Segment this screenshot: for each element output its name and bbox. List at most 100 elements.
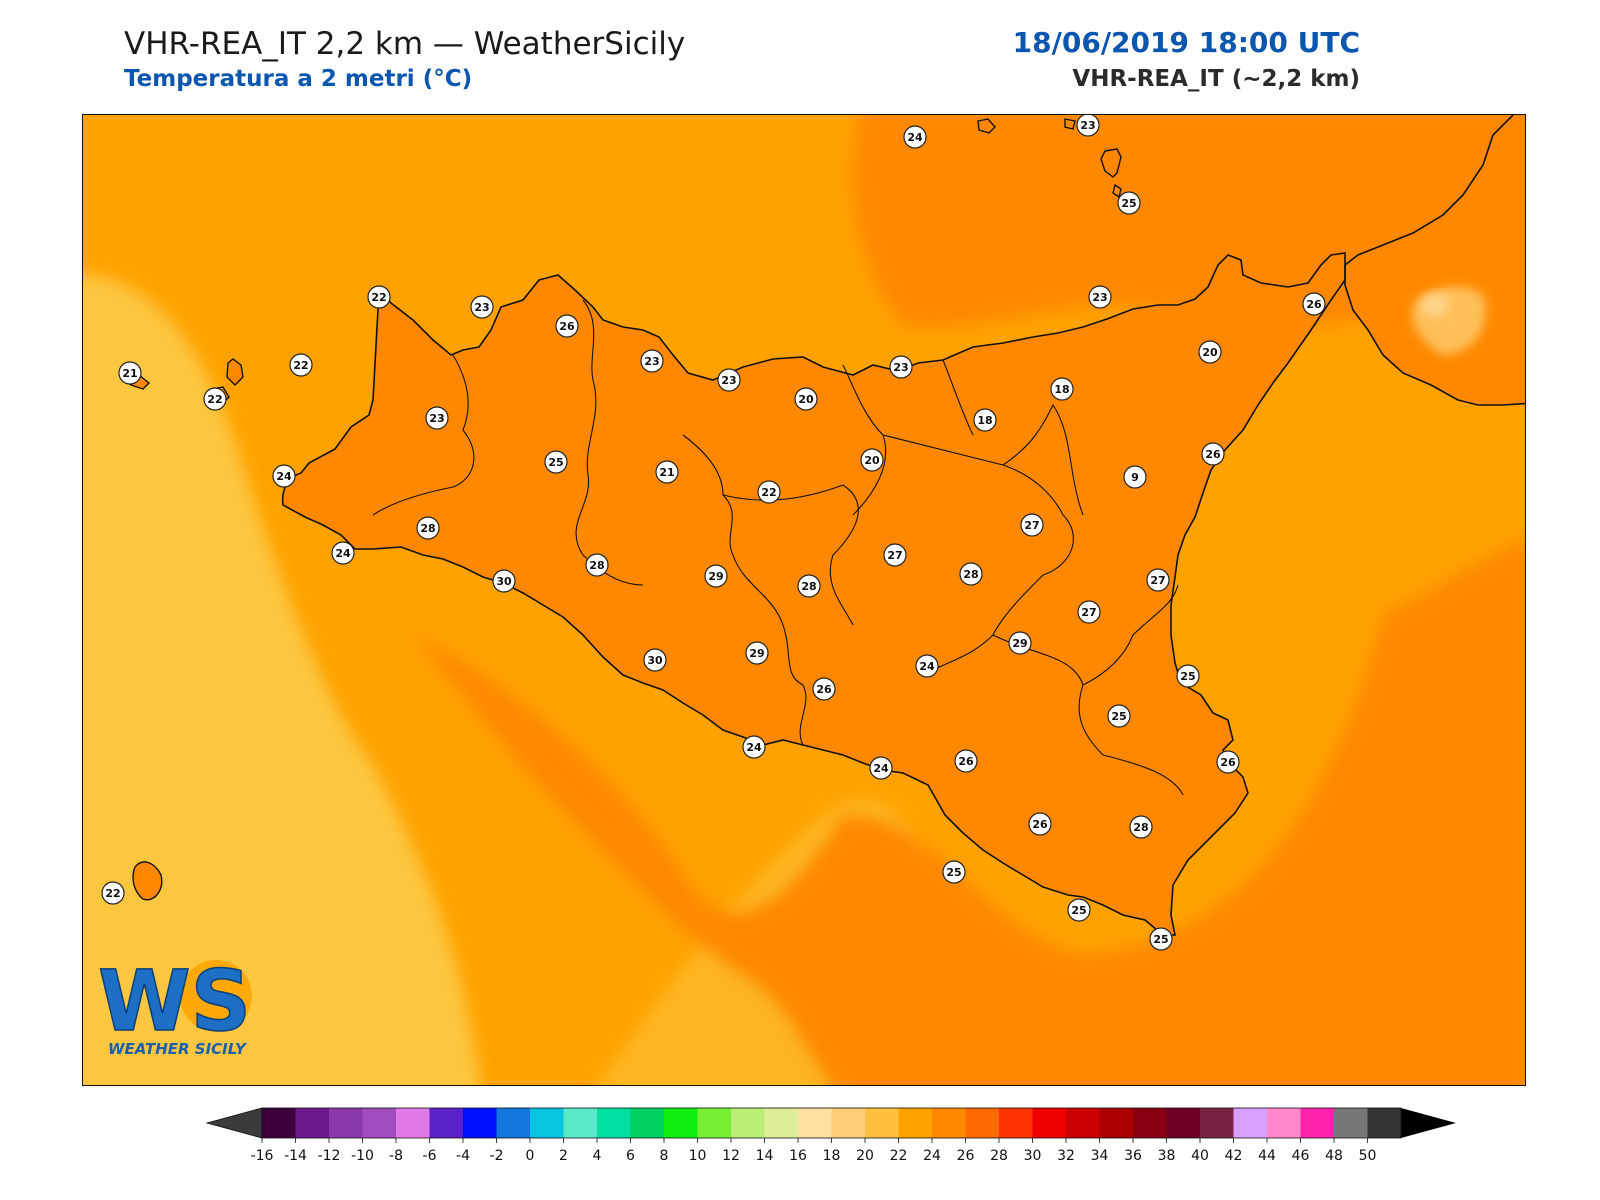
station-value: 9 [1131, 471, 1139, 484]
colorbar-cell [262, 1108, 296, 1138]
station-value: 23 [429, 412, 444, 425]
map-title: VHR-REA_IT 2,2 km — WeatherSicily [124, 26, 686, 62]
station-circle [794, 387, 818, 411]
station-value: 30 [496, 575, 512, 588]
colorbar-cells [205, 1107, 1456, 1139]
station-marker: 25 [1149, 927, 1173, 951]
logo-letters: WS [98, 952, 251, 1050]
station-marker: 23 [717, 368, 741, 392]
station-circle [1077, 600, 1101, 624]
colorbar-cell [1099, 1108, 1134, 1138]
colorbar-tick-label: -10 [351, 1148, 374, 1164]
aspromonte-core [1421, 293, 1449, 317]
sea-cool-west [83, 274, 481, 1085]
station-circle [1076, 115, 1100, 137]
station-circle [869, 756, 893, 780]
station-value: 27 [1150, 574, 1165, 587]
colorbar-tick-label: -14 [284, 1148, 307, 1164]
station-circle [1149, 927, 1173, 951]
colorbar-tick-label: 34 [1091, 1148, 1109, 1164]
station-value: 21 [122, 367, 137, 380]
station-circle [889, 355, 913, 379]
colorbar-cell [329, 1108, 363, 1138]
colorbar-cell [965, 1108, 1000, 1138]
station-marker: 20 [794, 387, 818, 411]
station-marker: 22 [757, 480, 781, 504]
station-value: 27 [1024, 519, 1039, 532]
colorbar-min-arrow [205, 1107, 263, 1139]
colorbar-cell [1300, 1108, 1335, 1138]
colorbar-cell [429, 1108, 464, 1138]
colorbar-tick-label: 0 [526, 1148, 535, 1164]
station-marker: 28 [416, 516, 440, 540]
colorbar-cell [697, 1108, 732, 1138]
station-circle [745, 641, 769, 665]
colorbar-cell [1200, 1108, 1234, 1138]
station-circle [367, 285, 391, 309]
station-value: 22 [207, 393, 222, 406]
colorbar-tick-label: 8 [660, 1148, 669, 1164]
station-marker: 24 [272, 464, 296, 488]
model-label: VHR-REA_IT (~2,2 km) [1072, 66, 1360, 92]
colorbar-tick-label: 22 [890, 1148, 908, 1164]
colorbar-cell [563, 1108, 598, 1138]
station-value: 23 [893, 361, 908, 374]
station-marker: 23 [640, 349, 664, 373]
colorbar-tick-label: 10 [689, 1148, 707, 1164]
station-marker: 20 [1198, 340, 1222, 364]
colorbar-max-arrow [1401, 1108, 1456, 1138]
station-value: 26 [1220, 756, 1236, 769]
station-circle [470, 295, 494, 319]
station-marker: 9 [1123, 465, 1147, 489]
station-marker: 25 [1176, 664, 1200, 688]
station-value: 24 [746, 741, 762, 754]
station-marker: 28 [585, 553, 609, 577]
colorbar-tick-label: 44 [1258, 1148, 1276, 1164]
station-marker: 29 [704, 564, 728, 588]
station-marker: 21 [118, 361, 142, 385]
station-value: 25 [1121, 197, 1136, 210]
station-value: 28 [420, 522, 435, 535]
station-marker: 23 [470, 295, 494, 319]
colorbar-tick-label: 16 [789, 1148, 807, 1164]
station-value: 26 [958, 755, 974, 768]
colorbar-tick-label: 14 [756, 1148, 774, 1164]
station-circle [544, 450, 568, 474]
station-value: 28 [801, 580, 816, 593]
station-circle [860, 448, 884, 472]
station-value: 22 [105, 887, 120, 900]
station-circle [655, 460, 679, 484]
station-circle [812, 677, 836, 701]
station-circle [954, 749, 978, 773]
station-value: 28 [589, 559, 604, 572]
colorbar-tick-label: 38 [1158, 1148, 1176, 1164]
colorbar-cell [597, 1108, 631, 1138]
station-marker: 23 [1076, 115, 1100, 137]
colorbar-tick-label: 12 [722, 1148, 740, 1164]
colorbar-tick-label: 40 [1191, 1148, 1209, 1164]
station-marker: 28 [1129, 815, 1153, 839]
colorbar-cell [1032, 1108, 1067, 1138]
station-marker: 27 [1020, 513, 1044, 537]
station-circle [973, 408, 997, 432]
colorbar-cell [362, 1108, 397, 1138]
station-circle [289, 353, 313, 377]
colorbar-tick-label: 20 [856, 1148, 874, 1164]
colorbar-cell [396, 1108, 430, 1138]
station-circle [1107, 704, 1131, 728]
weathersicily-logo: WS WEATHER SICILY [97, 951, 252, 1058]
station-circle [1020, 513, 1044, 537]
logo-text: WEATHER SICILY [108, 1040, 248, 1058]
station-marker: 30 [643, 648, 667, 672]
colorbar-tick-label: 4 [593, 1148, 602, 1164]
colorbar-tick-label: -8 [389, 1148, 403, 1164]
station-marker: 30 [492, 569, 516, 593]
station-marker: 25 [942, 860, 966, 884]
station-marker: 18 [1050, 377, 1074, 401]
station-value: 21 [659, 466, 674, 479]
station-marker: 26 [1216, 750, 1240, 774]
station-markers: 24 23 25 22 23 26 21 22 22 23 23 23 20 23 23 20 26 18 18 26… [101, 115, 1326, 951]
colorbar-cell [530, 1108, 564, 1138]
station-marker: 25 [1067, 898, 1091, 922]
station-marker: 25 [1107, 704, 1131, 728]
